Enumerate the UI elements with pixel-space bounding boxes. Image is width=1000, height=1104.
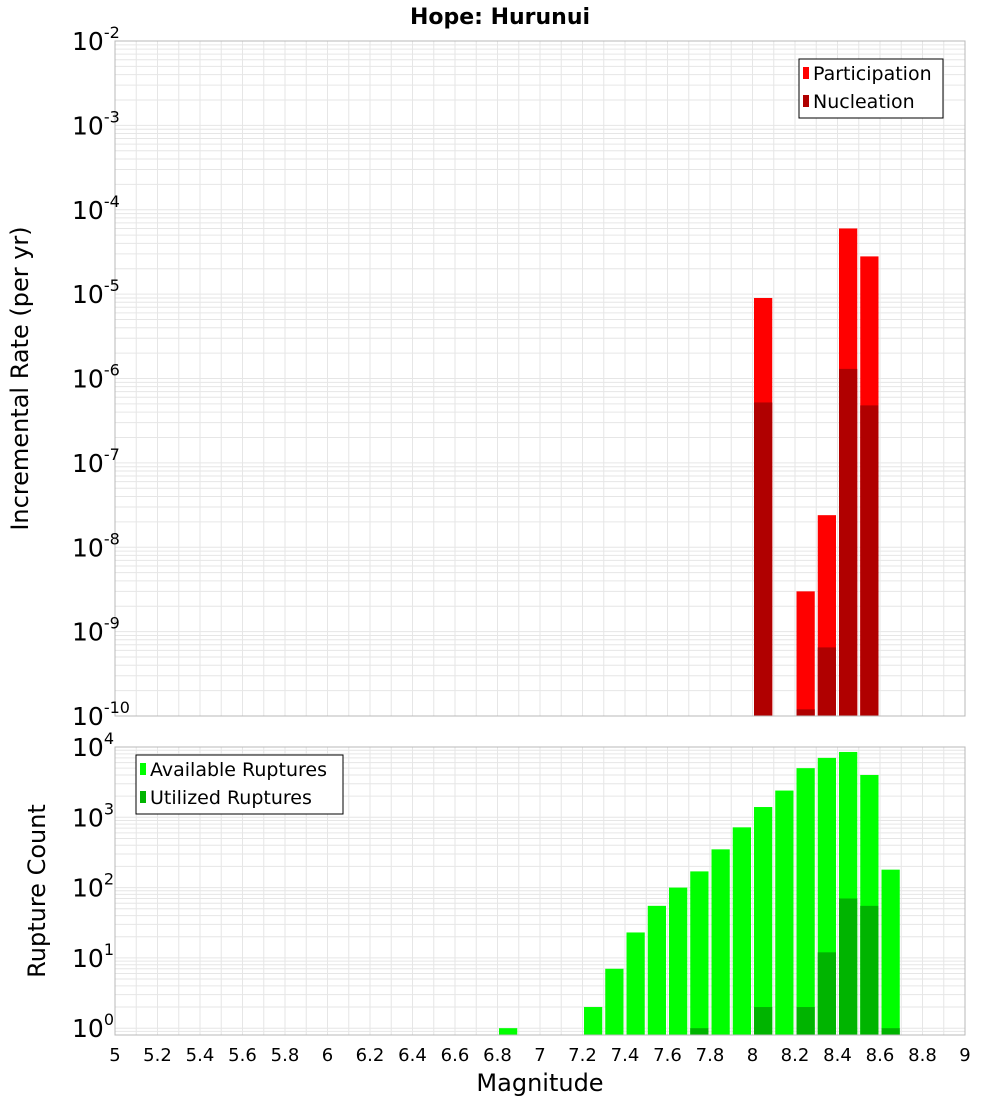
x-tick-label: 6.8 — [483, 1045, 512, 1066]
available-ruptures-bar — [711, 849, 730, 1035]
y-tick-label: 10-8 — [72, 529, 120, 562]
x-tick-label: 5.4 — [186, 1045, 215, 1066]
legend-swatch — [803, 67, 809, 79]
y-tick-label: 104 — [72, 729, 114, 762]
x-tick-label: 8.4 — [823, 1045, 852, 1066]
y-tick-label: 10-9 — [72, 614, 120, 647]
legend-label: Nucleation — [813, 91, 915, 113]
utilized-ruptures-bar — [860, 905, 879, 1035]
available-ruptures-bar — [647, 905, 666, 1035]
nucleation-bar — [817, 647, 836, 716]
x-tick-label: 7.4 — [611, 1045, 640, 1066]
legend-swatch — [803, 95, 809, 107]
chart-panel-1: 10-10 10-9 10-8 10-7 10-6 10-5 10-4 10-3 10-2 Inc… — [6, 23, 966, 731]
x-tick-label: 8 — [747, 1045, 758, 1066]
available-ruptures-bar — [626, 932, 645, 1035]
participation-bar — [796, 591, 815, 716]
nucleation-bar — [754, 402, 773, 716]
y-tick-label: 10-6 — [72, 361, 120, 394]
legend-box — [798, 58, 944, 119]
x-tick-label: 7.6 — [653, 1045, 682, 1066]
utilized-ruptures-bar — [881, 1028, 900, 1035]
x-tick-label: 5.2 — [143, 1045, 172, 1066]
nucleation-bar — [860, 405, 879, 716]
x-tick-label: 6.4 — [398, 1045, 427, 1066]
available-ruptures-bar — [732, 827, 751, 1035]
available-ruptures-bar — [690, 871, 709, 1035]
utilized-ruptures-bar — [690, 1028, 709, 1035]
y-axis-label: Rupture Count — [23, 804, 51, 978]
y-tick-label: 10-4 — [72, 192, 120, 225]
x-tick-label: 6.6 — [441, 1045, 470, 1066]
x-tick-label: 7.2 — [568, 1045, 597, 1066]
available-ruptures-bar — [796, 768, 815, 1035]
x-tick-label: 6.2 — [356, 1045, 385, 1066]
legend-swatch — [140, 791, 146, 803]
available-ruptures-bar — [669, 887, 688, 1035]
legend-label: Available Ruptures — [150, 759, 327, 781]
available-ruptures-bar — [605, 968, 624, 1035]
y-tick-label: 10-3 — [72, 107, 120, 140]
y-tick-label: 100 — [72, 1010, 114, 1043]
legend: Participation Nucleation — [798, 58, 944, 119]
y-tick-label: 103 — [72, 799, 114, 832]
available-ruptures-bar — [775, 790, 794, 1035]
available-ruptures-bar — [584, 1007, 603, 1035]
legend-swatch — [140, 763, 146, 775]
y-tick-label: 10-7 — [72, 445, 120, 478]
x-tick-label: 5 — [109, 1045, 120, 1066]
y-tick-label: 10-2 — [72, 23, 120, 56]
utilized-ruptures-bar — [839, 898, 858, 1035]
plot-frame — [114, 746, 966, 1036]
y-axis-label: Incremental Rate (per yr) — [6, 226, 34, 530]
x-axis-label: Magnitude — [476, 1069, 603, 1097]
x-tick-label: 7.8 — [696, 1045, 725, 1066]
utilized-ruptures-bar — [754, 1007, 773, 1035]
x-tick-label: 5.8 — [271, 1045, 300, 1066]
available-ruptures-bar — [881, 869, 900, 1035]
y-tick-label: 10-5 — [72, 276, 120, 309]
y-tick-label: 101 — [72, 940, 114, 973]
nucleation-bar — [839, 368, 858, 716]
utilized-ruptures-bar — [817, 952, 836, 1035]
nucleation-bar — [796, 709, 815, 716]
available-ruptures-bar — [499, 1028, 518, 1035]
legend-box — [135, 754, 344, 815]
y-tick-label: 102 — [72, 870, 114, 903]
legend: Available Ruptures Utilized Ruptures — [135, 754, 344, 815]
y-tick-label: 10-10 — [72, 698, 130, 731]
chart-panel-2: 100 101 102 103 104 Rupture Count 5 5.2 5.4 5.6 5.… — [23, 729, 971, 1097]
x-tick-label: 8.6 — [866, 1045, 895, 1066]
x-tick-label: 8.2 — [781, 1045, 810, 1066]
x-tick-label: 7 — [534, 1045, 545, 1066]
legend-label: Participation — [813, 63, 932, 85]
legend-label: Utilized Ruptures — [150, 787, 312, 809]
x-tick-label: 8.8 — [908, 1045, 937, 1066]
x-tick-label: 9 — [959, 1045, 970, 1066]
utilized-ruptures-bar — [796, 1007, 815, 1035]
x-tick-label: 6 — [322, 1045, 333, 1066]
x-tick-label: 5.6 — [228, 1045, 257, 1066]
plot-frame — [114, 40, 966, 717]
chart-title: Hope: Hurunui — [410, 5, 590, 30]
available-ruptures-bar — [754, 807, 773, 1035]
